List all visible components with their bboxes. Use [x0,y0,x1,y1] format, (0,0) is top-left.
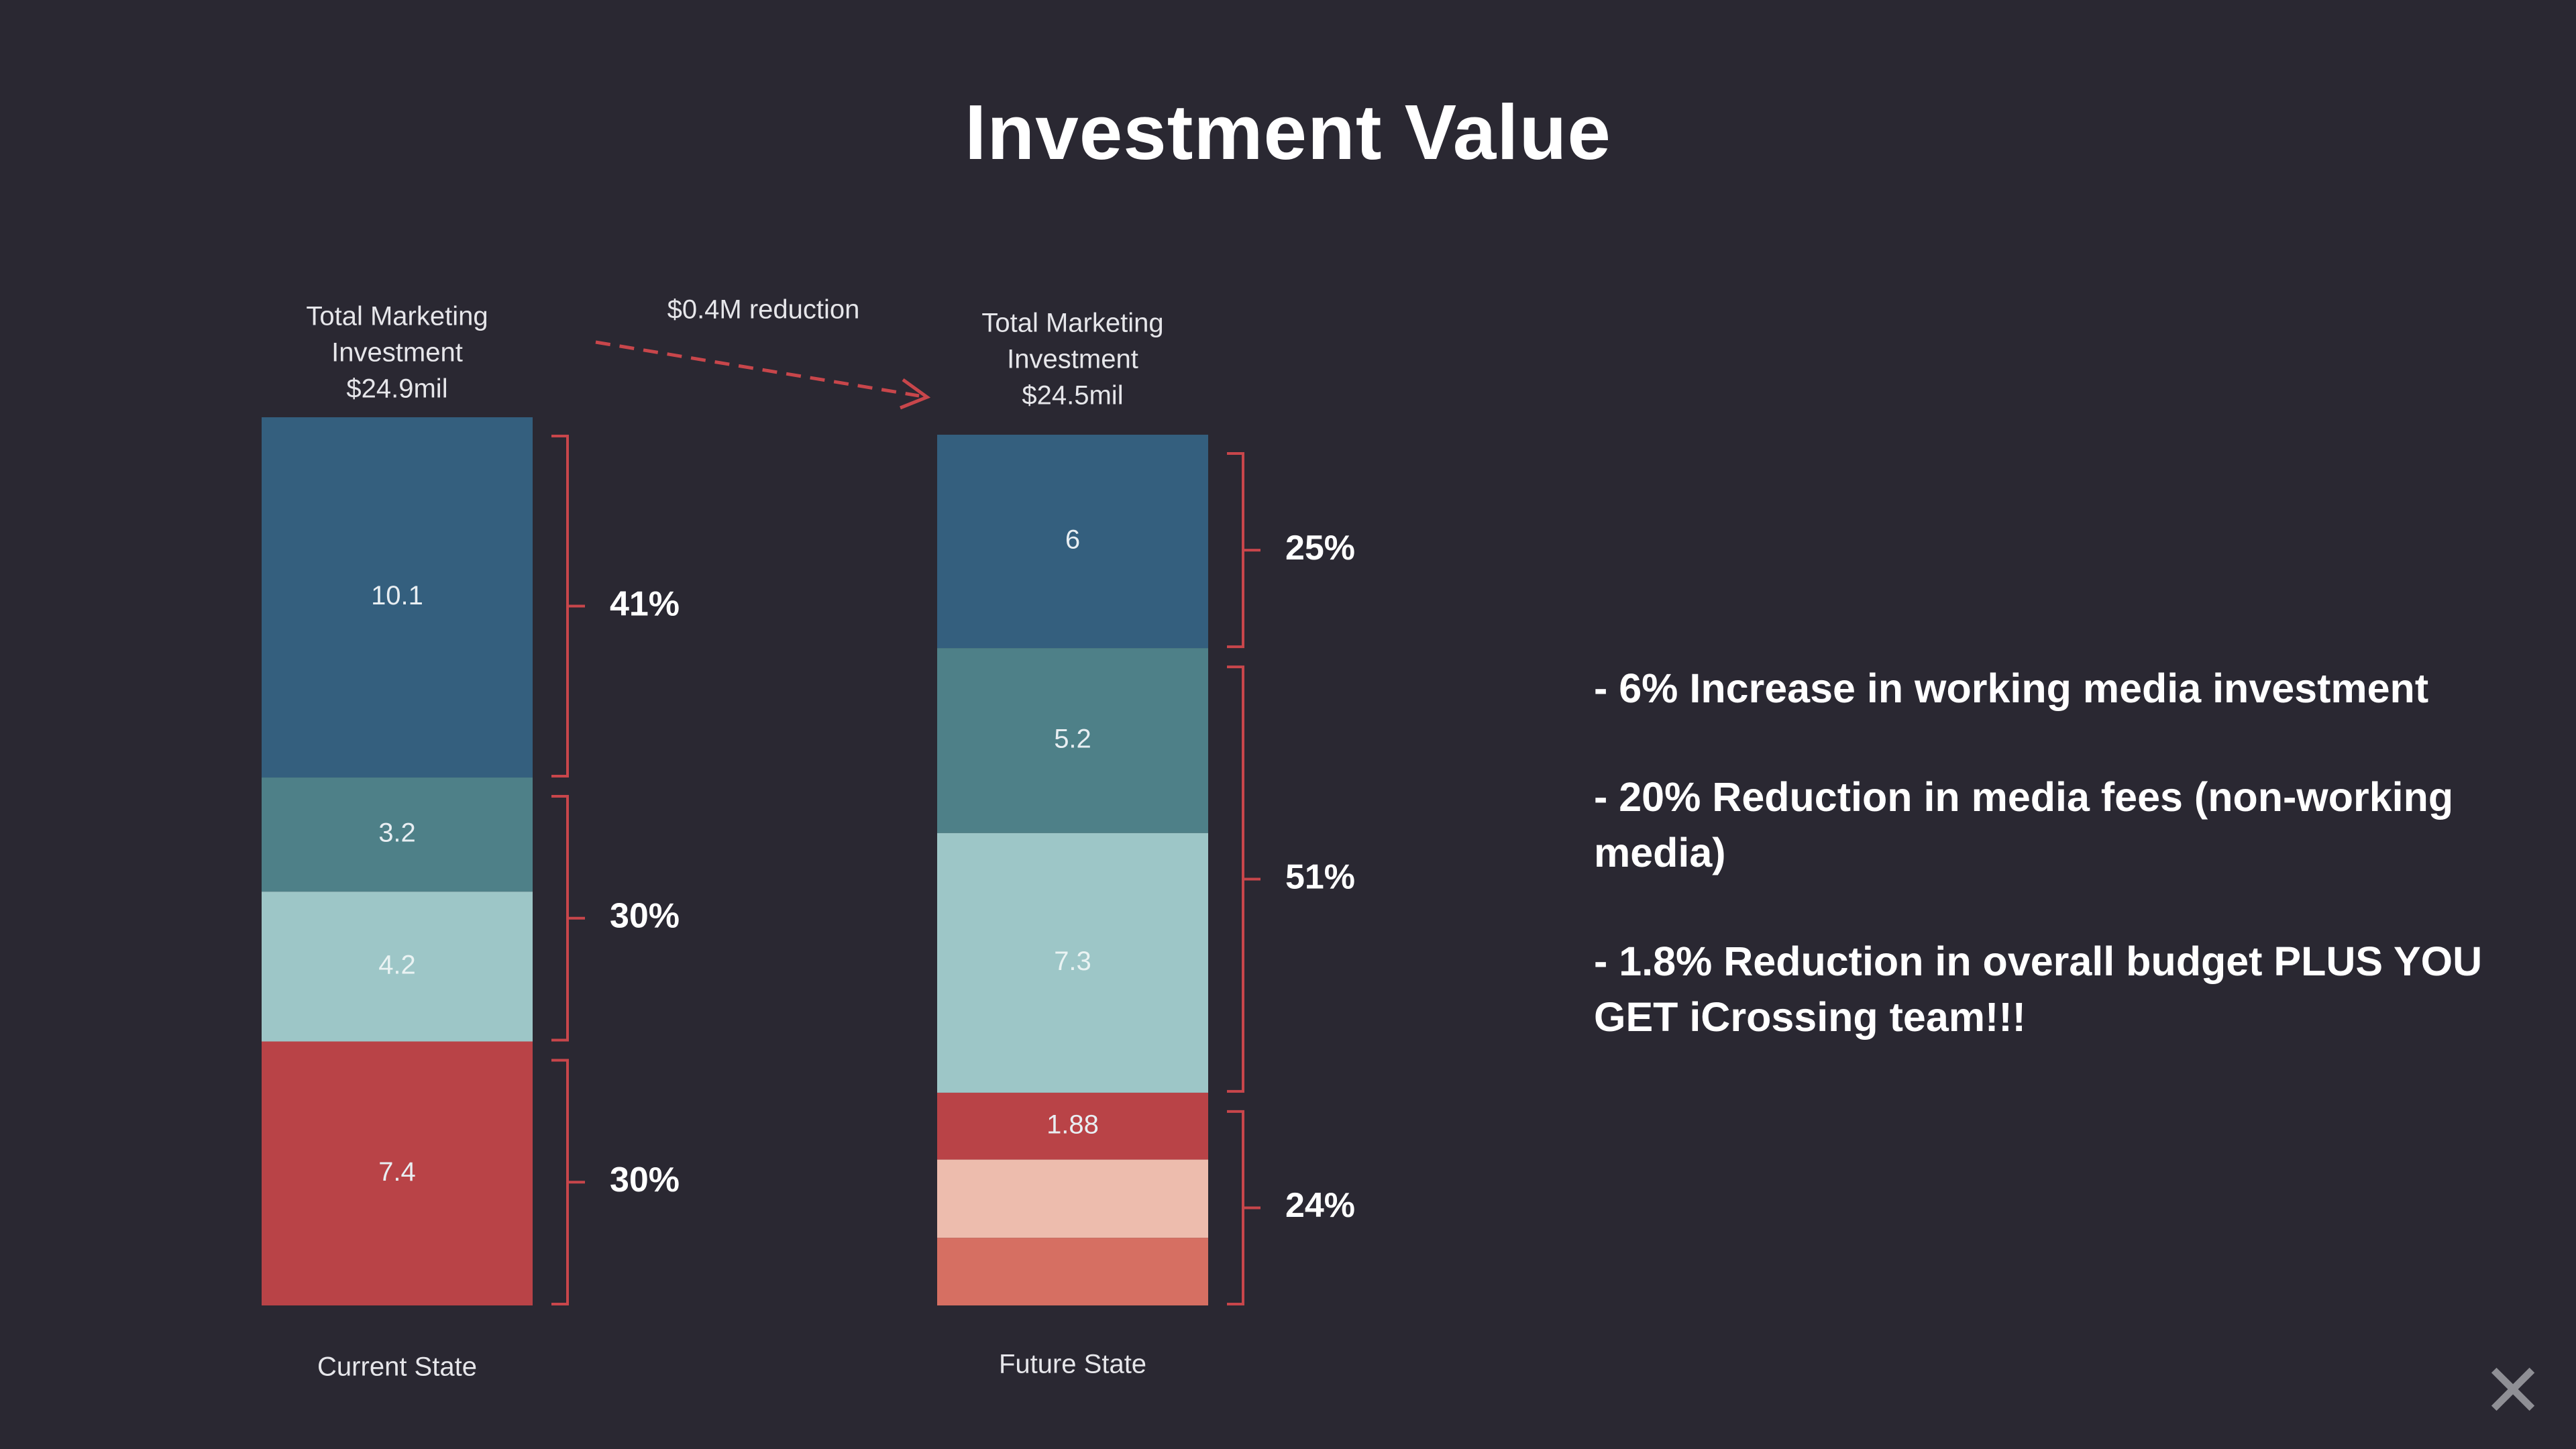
segment-value-label: 10.1 [371,581,423,610]
segment-value-label: 3.2 [378,818,416,848]
stack-header-line: Investment [331,338,463,368]
stack-header-line: Total Marketing [306,302,488,331]
group-percent-label: 41% [610,584,680,623]
bar-segment [262,417,533,778]
group-brace [1227,1110,1260,1305]
segment-value-label: 4.2 [378,950,416,979]
segment-value-label: 7.3 [1054,947,1091,976]
bar-segment [937,833,1208,1093]
bullet-media-fees: - 20% Reduction in media fees (non-worki… [1594,774,2454,875]
group-brace [1227,665,1260,1093]
reduction-annotation: $0.4M reduction [667,295,860,325]
key-takeaways: - 6% Increase in working media investmen… [1594,661,2493,1098]
close-x-icon[interactable]: ✕ [2482,1350,2544,1432]
segment-value-label: 7.4 [378,1157,416,1187]
bullet-working-media: - 6% Increase in working media investmen… [1594,665,2429,711]
group-brace [551,435,585,778]
bullet-overall-budget: - 1.8% Reduction in overall budget PLUS … [1594,938,2483,1040]
stack-header-line: Total Marketing [981,309,1163,338]
stack-header-line: $24.5mil [1022,381,1123,411]
group-percent-label: 24% [1285,1186,1355,1225]
reduction-arrow-line [595,340,920,398]
bar-segment [937,435,1208,649]
bar-segment [262,892,533,1042]
group-brace [551,795,585,1042]
stack-header-line: Investment [1007,345,1138,374]
bar-segment [937,648,1208,833]
segment-value-label: 1.88 [1046,1110,1099,1139]
segment-value-label: 5.2 [1054,724,1091,754]
group-brace [1227,452,1260,649]
group-percent-label: 30% [610,1161,680,1199]
group-percent-label: 51% [1285,857,1355,896]
stack-header-line: $24.9mil [346,374,447,404]
group-percent-label: 25% [1285,529,1355,568]
category-label: Future State [999,1350,1146,1379]
bar-segment [937,1238,1208,1305]
segment-value-label: 6 [1065,525,1080,555]
bar-segment [937,1092,1208,1160]
slide-title: Investment Value [965,89,1611,176]
bar-segment [937,1159,1208,1238]
bar-segment [262,777,533,892]
reduction-arrow-head [900,378,931,410]
bar-segment [262,1041,533,1305]
group-percent-label: 30% [610,897,680,936]
group-brace [551,1059,585,1305]
category-label: Current State [317,1352,477,1382]
